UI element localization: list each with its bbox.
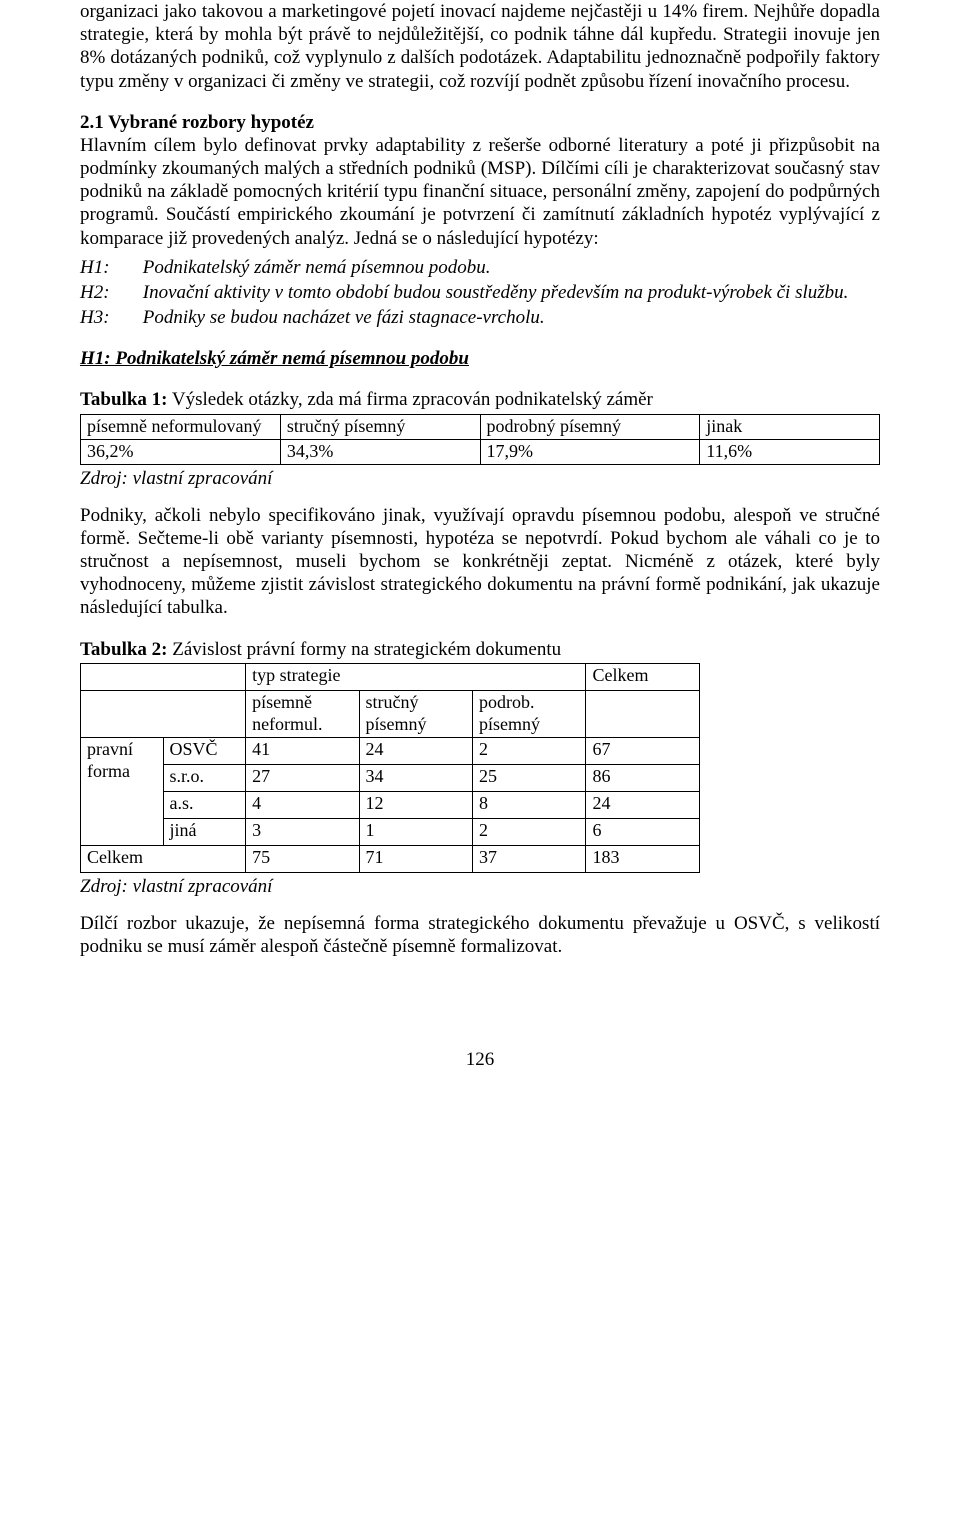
table-2-source: Zdroj: vlastní zpracování <box>80 875 880 898</box>
table-row: Celkem 75 71 37 183 <box>81 845 700 872</box>
table-2-row-label: jiná <box>163 818 246 845</box>
table-2-cell: 2 <box>473 737 586 764</box>
hypothesis-1-text: Podnikatelský záměr nemá písemnou podobu… <box>143 257 491 278</box>
table-2-typ-header: typ strategie <box>246 663 586 690</box>
page-number: 126 <box>80 1048 880 1071</box>
table-1-cell: 11,6% <box>700 439 880 464</box>
table-2-blank <box>81 690 246 737</box>
hypothesis-2: H2: Inovační aktivity v tomto období bud… <box>80 281 880 304</box>
table-1-header-1: stručný písemný <box>280 414 480 439</box>
table-row: a.s. 4 12 8 24 <box>81 791 700 818</box>
table-2-cell: 34 <box>359 764 472 791</box>
table-2-cell: 3 <box>246 818 359 845</box>
table-1-cell: 34,3% <box>280 439 480 464</box>
hypothesis-1: H1: Podnikatelský záměr nemá písemnou po… <box>80 256 880 279</box>
table-1: písemně neformulovaný stručný písemný po… <box>80 414 880 465</box>
table-1-source: Zdroj: vlastní zpracování <box>80 467 880 490</box>
hypothesis-3-label: H3: <box>80 306 138 329</box>
table-row: písemně neformulovaný stručný písemný po… <box>81 414 880 439</box>
table-2-subheader: stručný písemný <box>359 690 472 737</box>
after-table-2-paragraph: Dílčí rozbor ukazuje, že nepísemná forma… <box>80 912 880 958</box>
table-2-cell: 1 <box>359 818 472 845</box>
section-2-1-title: 2.1 Vybrané rozbory hypotéz <box>80 111 880 134</box>
section-2-1-title-text: 2.1 Vybrané rozbory hypotéz <box>80 112 314 133</box>
intro-paragraph: organizaci jako takovou a marketingové p… <box>80 0 880 93</box>
table-row: s.r.o. 27 34 25 86 <box>81 764 700 791</box>
table-2-subheader: podrob. písemný <box>473 690 586 737</box>
table-2-cell: 24 <box>586 791 700 818</box>
table-2-cell: 4 <box>246 791 359 818</box>
table-1-header-0: písemně neformulovaný <box>81 414 281 439</box>
table-2-cell: 6 <box>586 818 700 845</box>
table-2-cell: 75 <box>246 845 359 872</box>
table-2-caption-text: Závislost právní formy na strategickém d… <box>168 639 562 660</box>
table-2-cell: 183 <box>586 845 700 872</box>
table-2-cell: 41 <box>246 737 359 764</box>
hypothesis-2-label: H2: <box>80 281 138 304</box>
table-2-row-label: OSVČ <box>163 737 246 764</box>
h1-section-heading: H1: Podnikatelský záměr nemá písemnou po… <box>80 347 880 370</box>
table-2-cell: 71 <box>359 845 472 872</box>
table-1-cell: 36,2% <box>81 439 281 464</box>
table-1-header-2: podrobný písemný <box>480 414 700 439</box>
table-row: 36,2% 34,3% 17,9% 11,6% <box>81 439 880 464</box>
table-2-row-label: a.s. <box>163 791 246 818</box>
table-row: pravní forma OSVČ 41 24 2 67 <box>81 737 700 764</box>
table-1-cell: 17,9% <box>480 439 700 464</box>
table-2-row-label: s.r.o. <box>163 764 246 791</box>
hypothesis-3: H3: Podniky se budou nacházet ve fázi st… <box>80 306 880 329</box>
table-row: typ strategie Celkem <box>81 663 700 690</box>
table-1-header-3: jinak <box>700 414 880 439</box>
table-2-blank <box>81 663 246 690</box>
table-2-cell: 12 <box>359 791 472 818</box>
table-2-cell: 37 <box>473 845 586 872</box>
hypothesis-3-text: Podniky se budou nacházet ve fázi stagna… <box>143 307 545 328</box>
table-row: jiná 3 1 2 6 <box>81 818 700 845</box>
table-2-subheader: písemně neformul. <box>246 690 359 737</box>
after-table-1-paragraph: Podniky, ačkoli nebylo specifikováno jin… <box>80 504 880 620</box>
table-2-cell: 67 <box>586 737 700 764</box>
table-2-cell: 27 <box>246 764 359 791</box>
table-1-caption: Tabulka 1: Výsledek otázky, zda má firma… <box>80 388 880 411</box>
table-2-celkem-header: Celkem <box>586 663 700 690</box>
table-2-cell: 86 <box>586 764 700 791</box>
page-container: organizaci jako takovou a marketingové p… <box>0 0 960 1111</box>
table-2-cell: 24 <box>359 737 472 764</box>
hypothesis-2-text: Inovační aktivity v tomto období budou s… <box>143 282 849 303</box>
table-1-caption-text: Výsledek otázky, zda má firma zpracován … <box>168 389 653 410</box>
table-1-caption-bold: Tabulka 1: <box>80 389 168 410</box>
section-2-1-body: Hlavním cílem bylo definovat prvky adapt… <box>80 134 880 250</box>
table-2-cell: 8 <box>473 791 586 818</box>
table-row: písemně neformul. stručný písemný podrob… <box>81 690 700 737</box>
table-2-caption-bold: Tabulka 2: <box>80 639 168 660</box>
table-2-cell: 2 <box>473 818 586 845</box>
table-2: typ strategie Celkem písemně neformul. s… <box>80 663 700 873</box>
table-2-rowgroup-label: pravní forma <box>81 737 164 845</box>
table-2-total-label: Celkem <box>81 845 246 872</box>
table-2-caption: Tabulka 2: Závislost právní formy na str… <box>80 638 880 661</box>
hypothesis-1-label: H1: <box>80 256 138 279</box>
table-2-blank <box>586 690 700 737</box>
table-2-cell: 25 <box>473 764 586 791</box>
